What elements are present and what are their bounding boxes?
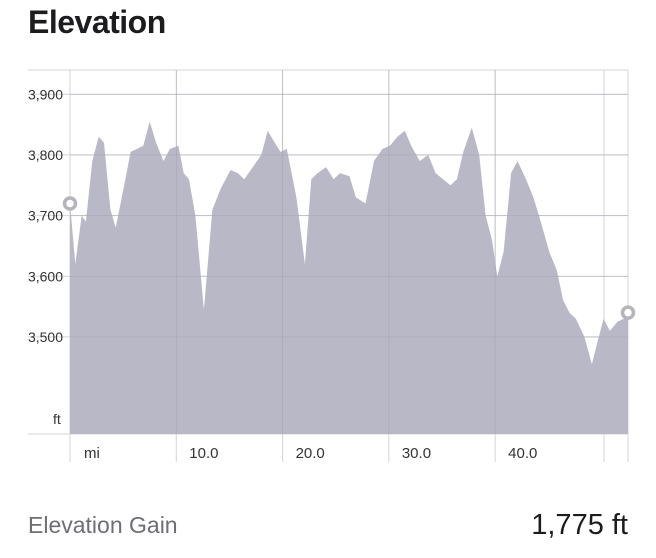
- x-tick-label: 10.0: [189, 445, 218, 462]
- x-tick-label: 20.0: [296, 445, 325, 462]
- y-unit-label: ft: [53, 411, 61, 427]
- y-tick-label: 3,500: [28, 329, 63, 345]
- elevation-gain-row: Elevation Gain 1,775 ft: [28, 505, 628, 545]
- x-unit-label: mi: [84, 445, 100, 462]
- start-marker: [62, 196, 78, 211]
- y-tick-label: 3,600: [28, 268, 63, 284]
- y-tick-label: 3,700: [28, 208, 63, 224]
- elevation-chart: 3,500 3,600 3,700 3,800 3,900 10.0 20.0 30.0 40.…: [28, 69, 636, 462]
- chart-title: Elevation: [28, 4, 166, 40]
- end-marker: [620, 305, 636, 320]
- endpoint-markers: [62, 196, 636, 320]
- y-tick-label: 3,800: [28, 147, 63, 163]
- elevation-gain-value: 1,775 ft: [531, 508, 628, 541]
- x-tick-label: 40.0: [508, 445, 537, 462]
- x-tick-label: 30.0: [402, 445, 431, 462]
- elevation-gain-label: Elevation Gain: [28, 511, 178, 538]
- axis-ticks: 3,500 3,600 3,700 3,800 3,900 10.0 20.0 30.0 40.…: [28, 86, 537, 462]
- y-tick-label: 3,900: [28, 86, 63, 102]
- elevation-area: [70, 121, 628, 434]
